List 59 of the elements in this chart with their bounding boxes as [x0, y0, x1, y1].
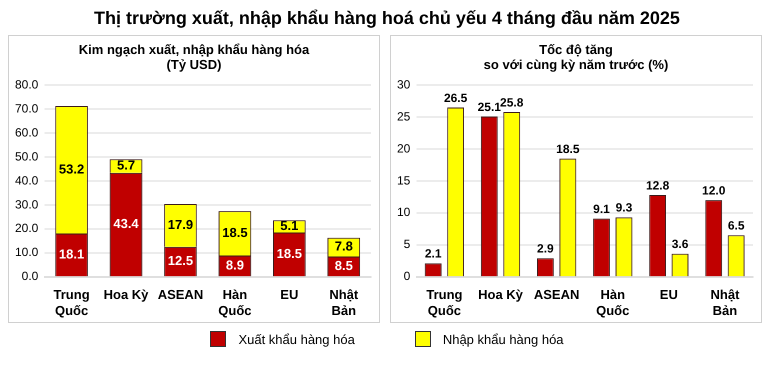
y-tick-label: 70.0 — [14, 101, 39, 116]
y-tick-label: 50.0 — [14, 149, 39, 164]
y-tick-label: 80.0 — [14, 78, 39, 92]
data-label: 12.5 — [168, 253, 194, 268]
x-tick-label: EU — [660, 287, 678, 302]
y-tick-label: 30 — [396, 78, 411, 92]
data-label: 53.2 — [58, 161, 84, 176]
x-tick-label: Trung Quốc — [54, 287, 90, 318]
data-label: 8.9 — [226, 257, 244, 272]
data-label: 9.3 — [616, 200, 633, 215]
y-tick-label: 20 — [396, 141, 411, 156]
chart-subtitle: (Tỷ USD) — [166, 57, 222, 72]
data-label: 9.1 — [593, 202, 610, 216]
x-tick-label: Hoa Kỳ — [104, 287, 150, 302]
data-label: 6.5 — [728, 218, 745, 233]
data-label: 17.9 — [168, 217, 194, 232]
x-tick-label: Nhật Bản — [329, 287, 359, 318]
legend-label: Nhập khẩu hàng hóa — [442, 332, 564, 346]
data-label: 12.8 — [646, 178, 670, 192]
data-label: 3.6 — [672, 237, 689, 252]
legend-label: Xuất khẩu hàng hóa — [238, 332, 355, 346]
y-tick-label: 40.0 — [14, 173, 39, 188]
data-label: 7.8 — [334, 238, 353, 254]
y-tick-label: 25 — [396, 109, 411, 124]
data-label: 43.4 — [113, 216, 140, 232]
data-label: 26.5 — [444, 90, 468, 105]
x-tick-label: Trung Quốc — [426, 287, 463, 318]
chart-title: Kim ngạch xuất, nhập khẩu hàng hóa — [78, 42, 310, 57]
y-tick-label: 0.0 — [22, 269, 39, 284]
data-label: 18.5 — [556, 142, 580, 156]
y-tick-label: 20.0 — [14, 221, 39, 236]
data-label: 2.9 — [537, 242, 554, 256]
data-label: 5.1 — [280, 218, 298, 233]
x-tick-label: EU — [280, 287, 298, 302]
data-label: 2.1 — [424, 246, 442, 261]
x-tick-label: Hoa Kỳ — [478, 287, 524, 302]
data-label: 18.5 — [222, 224, 248, 240]
chart-subtitle: so với cùng kỳ năm trước (%) — [482, 57, 670, 72]
y-tick-label: 0 — [404, 269, 411, 284]
y-tick-label: 10.0 — [14, 245, 39, 260]
data-label: 8.5 — [334, 258, 353, 273]
x-tick-label: Nhật Bản — [710, 287, 740, 318]
chart-title: Tốc độ tăng — [538, 42, 614, 57]
y-tick-label: 60.0 — [14, 125, 39, 140]
data-label: 25.1 — [478, 100, 502, 114]
y-tick-label: 10 — [396, 205, 411, 220]
data-label: 12.0 — [702, 183, 726, 198]
x-tick-label: ASEAN — [534, 287, 580, 302]
data-label: 5.7 — [116, 158, 136, 173]
data-label: 18.5 — [276, 246, 302, 261]
data-label: 25.8 — [500, 95, 524, 110]
y-tick-label: 15 — [396, 173, 411, 188]
data-label: 18.1 — [58, 246, 84, 262]
x-tick-label: ASEAN — [158, 287, 204, 302]
y-tick-label: 30.0 — [14, 197, 39, 212]
y-tick-label: 5 — [404, 237, 411, 252]
text: Thị trường xuất, nhập khẩu hàng hoá chủ yếu 4 tháng đầu năm 2025 — [93, 8, 681, 29]
x-tick-label: Hàn Quốc — [218, 287, 252, 318]
x-tick-label: Hàn Quốc — [596, 287, 630, 318]
